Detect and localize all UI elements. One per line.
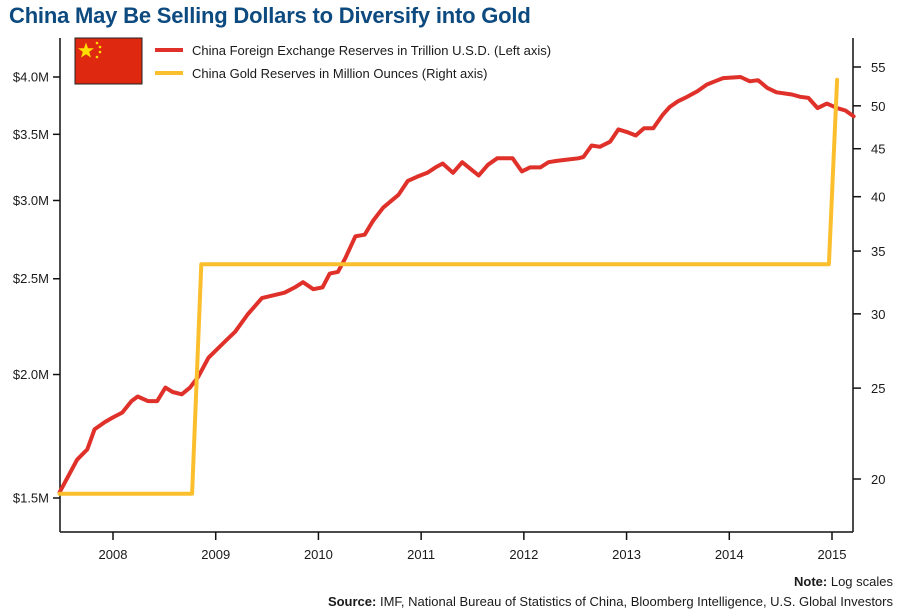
- left-axis-tick-label: $3.0M: [13, 193, 49, 208]
- legend-label-fx-reserves: China Foreign Exchange Reserves in Trill…: [192, 43, 551, 58]
- x-axis-tick-label: 2013: [612, 547, 641, 562]
- x-axis-tick-label: 2009: [201, 547, 230, 562]
- legend: China Foreign Exchange Reserves in Trill…: [74, 37, 551, 85]
- right-axis-tick-label: 30: [871, 307, 885, 322]
- source-text: IMF, National Bureau of Statistics of Ch…: [379, 594, 893, 609]
- series-line-fx-reserves: [57, 75, 856, 495]
- flag-small-star: [95, 55, 99, 59]
- right-axis-tick-label: 25: [871, 381, 885, 396]
- note-text: Log scales: [830, 574, 893, 589]
- flag-small-star: [98, 50, 102, 54]
- flag-big-star: [78, 42, 94, 58]
- right-axis-tick-label: 50: [871, 99, 885, 114]
- flag-small-star: [95, 41, 99, 45]
- chart-title: China May Be Selling Dollars to Diversif…: [9, 3, 531, 28]
- left-axis-tick-label: $1.5M: [13, 491, 49, 506]
- right-axis-tick-label: 40: [871, 190, 885, 205]
- x-axis-tick-label: 2015: [818, 547, 847, 562]
- right-axis-tick-label: 55: [871, 60, 885, 75]
- left-axis-tick-label: $2.5M: [13, 271, 49, 286]
- axes: $1.5M $2.0M $2.5M $3.0M $3.5M $4.0M 20 25 30 35 40…: [13, 38, 885, 562]
- china-flag-icon: [74, 37, 143, 85]
- right-axis-tick-label: 20: [871, 472, 885, 487]
- x-axis-tick-label: 2012: [509, 547, 538, 562]
- x-axis-tick-label: 2011: [407, 547, 435, 562]
- right-axis-tick-label: 35: [871, 244, 885, 259]
- x-axis-tick-label: 2014: [715, 547, 744, 562]
- note-label: Note:: [794, 574, 828, 589]
- source: Source: IMF, National Bureau of Statisti…: [328, 594, 893, 609]
- note: Note: Log scales: [794, 574, 893, 589]
- source-label: Source:: [327, 594, 377, 609]
- x-axis-tick-label: 2010: [304, 547, 333, 562]
- series-layer: [57, 75, 856, 496]
- series-line-gold-reserves: [57, 77, 840, 496]
- x-axis-tick-label: 2008: [99, 547, 128, 562]
- flag-small-star: [98, 45, 102, 49]
- legend-label-gold-reserves: China Gold Reserves in Million Ounces (R…: [192, 66, 488, 81]
- left-axis-tick-label: $4.0M: [13, 70, 49, 85]
- left-axis-tick-label: $3.5M: [13, 127, 49, 142]
- right-axis-tick-label: 45: [871, 142, 885, 157]
- left-axis-tick-label: $2.0M: [13, 367, 49, 382]
